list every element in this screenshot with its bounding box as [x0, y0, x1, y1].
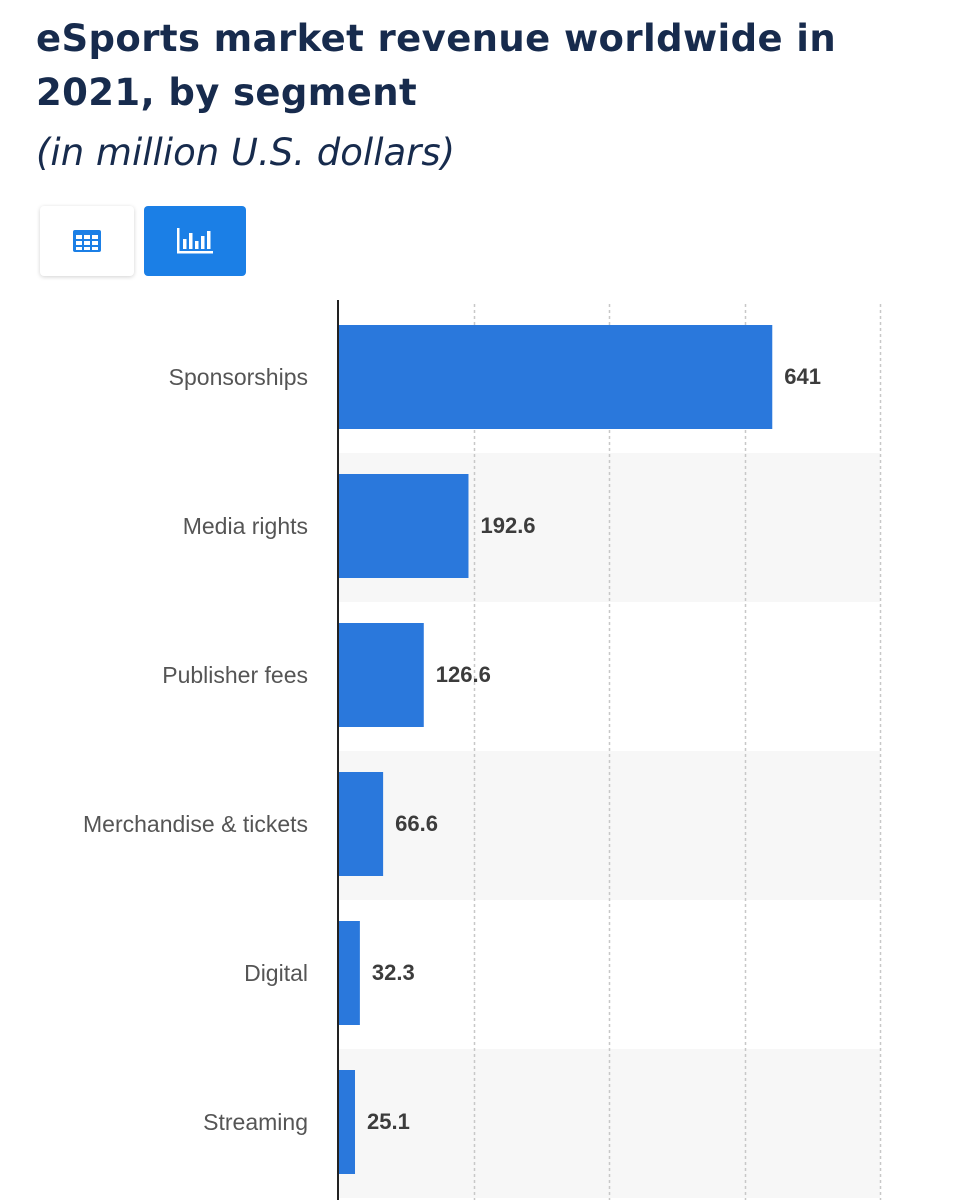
- value-label: 641: [784, 364, 821, 389]
- category-label: Media rights: [183, 513, 308, 539]
- value-label: 192.6: [480, 513, 535, 538]
- value-label: 25.1: [367, 1109, 410, 1134]
- bar: [338, 921, 360, 1025]
- bar: [338, 1070, 356, 1174]
- chart-subtitle: (in million U.S. dollars): [36, 131, 456, 174]
- table-view-button[interactable]: [40, 206, 134, 276]
- category-label: Publisher fees: [162, 662, 308, 688]
- category-label: Sponsorships: [169, 364, 308, 390]
- value-label: 126.6: [436, 662, 491, 687]
- value-label: 66.6: [395, 811, 438, 836]
- value-label: 32.3: [372, 960, 415, 985]
- bar: [338, 325, 773, 429]
- bar: [338, 623, 424, 727]
- category-label: Merchandise & tickets: [83, 811, 308, 837]
- chart-view-button[interactable]: [144, 206, 246, 276]
- bar: [338, 474, 469, 578]
- category-label: Streaming: [203, 1109, 308, 1135]
- chart-title: eSports market revenue worldwide in 2021…: [36, 17, 837, 114]
- category-label: Digital: [244, 960, 308, 986]
- table-icon: [73, 230, 101, 252]
- bar-chart: Sponsorships 641 Media rights 192.6 Publishe…: [83, 300, 882, 1200]
- bar: [338, 772, 384, 876]
- bar-chart-icon: [177, 228, 213, 254]
